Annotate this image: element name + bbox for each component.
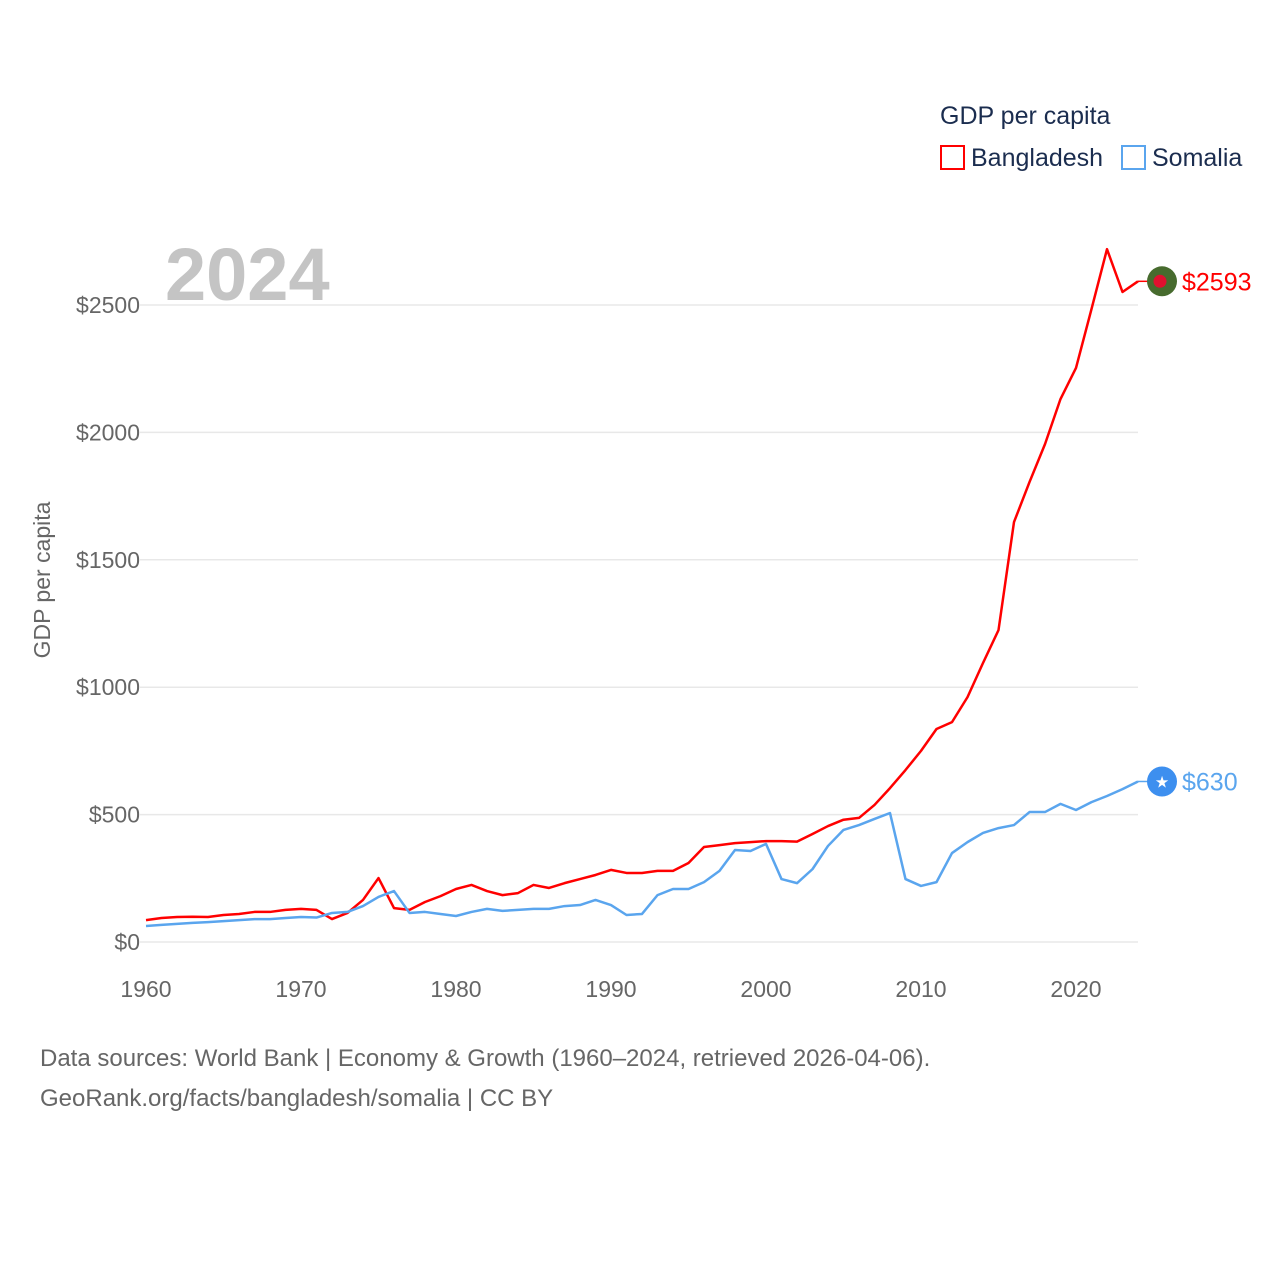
footer-attribution: GeoRank.org/facts/bangladesh/somalia | C… bbox=[40, 1085, 554, 1112]
flag-disc bbox=[1153, 274, 1167, 288]
year-watermark: 2024 bbox=[165, 233, 330, 316]
x-tick-label: 1990 bbox=[585, 976, 636, 1002]
legend-swatch-bangladesh bbox=[940, 145, 965, 170]
x-tick-label: 2010 bbox=[895, 976, 946, 1002]
legend-label-bangladesh[interactable]: Bangladesh bbox=[971, 144, 1103, 172]
y-tick-label: $2500 bbox=[76, 292, 140, 318]
star-icon: ★ bbox=[1155, 774, 1169, 791]
y-tick-label: $1000 bbox=[76, 674, 140, 700]
end-value-label: $630 bbox=[1182, 768, 1238, 796]
y-tick-label: $1500 bbox=[76, 547, 140, 573]
y-axis-label: GDP per capita bbox=[29, 501, 55, 658]
x-tick-label: 1970 bbox=[275, 976, 326, 1002]
somalia-flag-icon bbox=[1147, 766, 1177, 797]
series-line-somalia bbox=[145, 780, 1139, 928]
legend-title: GDP per capita bbox=[940, 102, 1111, 130]
footer-sources: Data sources: World Bank | Economy & Gro… bbox=[40, 1045, 931, 1072]
series-line-bangladesh bbox=[145, 247, 1139, 922]
y-tick-label: $2000 bbox=[76, 419, 140, 445]
end-value-label: $2593 bbox=[1182, 268, 1252, 296]
x-tick-label: 2000 bbox=[740, 976, 791, 1002]
x-tick-label: 2020 bbox=[1050, 976, 1101, 1002]
legend-label-somalia[interactable]: Somalia bbox=[1152, 144, 1242, 172]
legend-swatch-somalia bbox=[1121, 145, 1146, 170]
y-tick-label: $0 bbox=[114, 929, 140, 955]
x-tick-label: 1980 bbox=[430, 976, 481, 1002]
y-tick-label: $500 bbox=[89, 802, 140, 828]
x-tick-label: 1960 bbox=[120, 976, 171, 1002]
